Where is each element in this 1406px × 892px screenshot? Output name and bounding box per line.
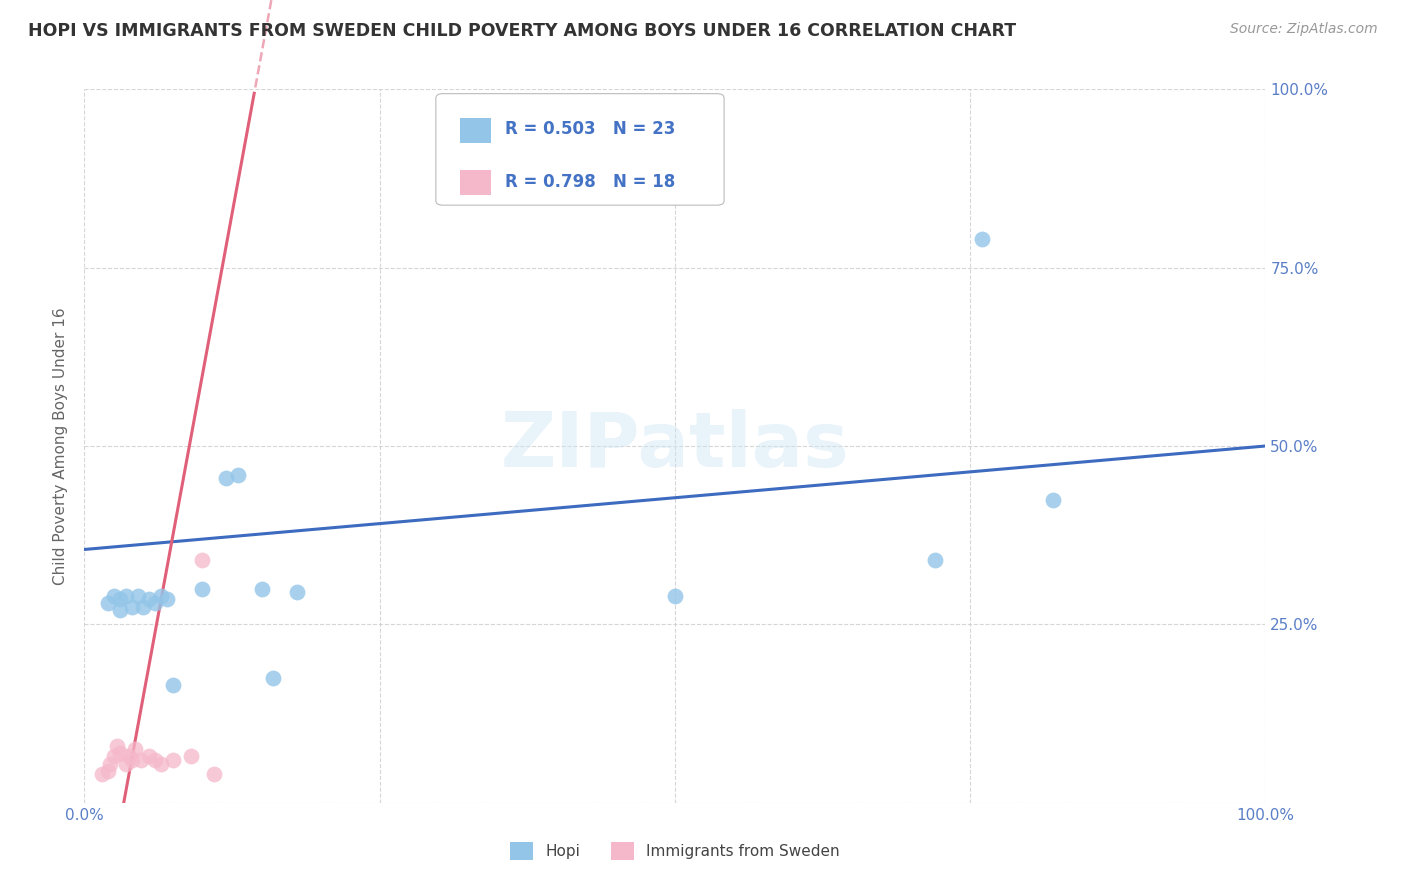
Point — [132, 599, 155, 614]
Point — [202, 767, 225, 781]
Point — [143, 596, 166, 610]
Text: R = 0.503   N = 23: R = 0.503 N = 23 — [505, 120, 675, 138]
Point — [118, 749, 141, 764]
Point — [97, 764, 120, 778]
Point — [250, 582, 273, 596]
Point — [150, 756, 173, 771]
Point — [191, 553, 214, 567]
Point — [970, 232, 993, 246]
Point — [150, 589, 173, 603]
Point — [215, 471, 238, 485]
Point — [108, 592, 131, 607]
Point — [121, 599, 143, 614]
Text: ZIPatlas: ZIPatlas — [501, 409, 849, 483]
Point — [127, 589, 149, 603]
Text: R = 0.798   N = 18: R = 0.798 N = 18 — [505, 173, 675, 191]
Point — [262, 671, 284, 685]
Point — [226, 467, 249, 482]
Point — [138, 749, 160, 764]
Y-axis label: Child Poverty Among Boys Under 16: Child Poverty Among Boys Under 16 — [53, 307, 69, 585]
Point — [664, 589, 686, 603]
Point — [98, 756, 121, 771]
Point — [129, 753, 152, 767]
Point — [162, 753, 184, 767]
Point — [91, 767, 114, 781]
Point — [114, 589, 136, 603]
Point — [191, 582, 214, 596]
Point — [114, 756, 136, 771]
Point — [285, 585, 308, 599]
Point — [162, 678, 184, 692]
Point — [103, 749, 125, 764]
Point — [108, 603, 131, 617]
Point — [1042, 492, 1064, 507]
Point — [121, 753, 143, 767]
Point — [156, 592, 179, 607]
Text: HOPI VS IMMIGRANTS FROM SWEDEN CHILD POVERTY AMONG BOYS UNDER 16 CORRELATION CHA: HOPI VS IMMIGRANTS FROM SWEDEN CHILD POV… — [28, 22, 1017, 40]
Point — [143, 753, 166, 767]
Point — [924, 553, 946, 567]
Point — [103, 589, 125, 603]
Point — [107, 739, 129, 753]
Point — [124, 742, 146, 756]
Point — [138, 592, 160, 607]
Text: Source: ZipAtlas.com: Source: ZipAtlas.com — [1230, 22, 1378, 37]
Point — [97, 596, 120, 610]
Point — [108, 746, 131, 760]
Point — [180, 749, 202, 764]
Legend: Hopi, Immigrants from Sweden: Hopi, Immigrants from Sweden — [505, 836, 845, 866]
